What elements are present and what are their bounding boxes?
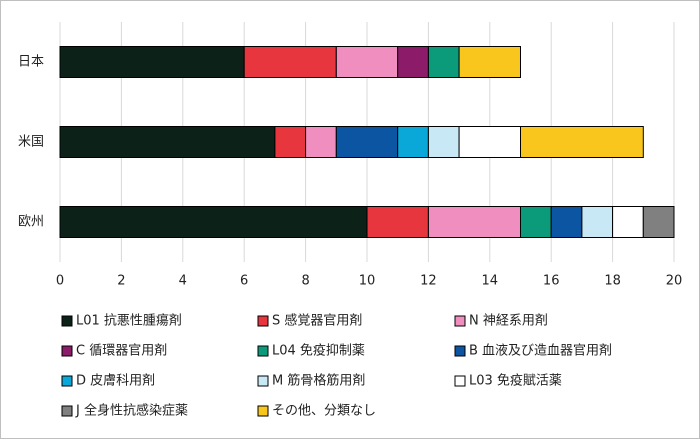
x-tick-label: 2 [117,274,125,289]
bar-segment [427,206,521,238]
bar-segment [520,206,552,238]
bar-segment [274,126,307,158]
legend-swatch [257,405,269,417]
y-tick-label: 欧州 [18,215,44,230]
legend-swatch [61,375,73,387]
bar-segment [59,206,368,238]
bar-segment [642,206,675,238]
x-tick-label: 10 [359,274,376,289]
bar-segment [581,206,614,238]
x-tick-label: 20 [666,274,683,289]
legend-label: L03 免疫賦活薬 [469,373,562,389]
legend-swatch [454,345,466,357]
x-tick-label: 18 [604,274,621,289]
x-tick-label: 4 [179,274,187,289]
legend-label: N 神経系用剤 [469,313,548,329]
x-tick-label: 0 [56,274,64,289]
legend-label: その他、分類なし [272,404,376,419]
x-tick-label: 12 [420,274,437,289]
legend-label: C 循環器官用剤 [76,343,167,359]
bar-segment [243,46,337,78]
legend-swatch [61,315,73,327]
bar-segment [59,46,245,78]
bar-segment [520,126,644,158]
legend-label: S 感覚器官用剤 [272,313,362,329]
legend-swatch [257,375,269,387]
legend-swatch [257,315,269,327]
x-tick-label: 16 [543,274,560,289]
bar-segment [427,46,460,78]
bar-segment [397,126,429,158]
legend-swatch [61,405,73,417]
bar-segment [335,46,399,78]
bar-segment [59,126,276,158]
bar-segment [305,126,337,158]
legend-label: L01 抗悪性腫瘍剤 [76,313,182,329]
legend-label: B 血液及び造血器官用剤 [469,343,612,359]
bar-segment [397,46,429,78]
y-tick-label: 米国 [18,135,44,150]
bar-segment [458,46,522,78]
legend-label: M 筋骨格筋用剤 [272,373,365,389]
bar-segment [612,206,644,238]
legend-label: L04 免疫抑制薬 [272,343,365,359]
legend-swatch [257,345,269,357]
bar-segment [335,126,399,158]
bar-segment [458,126,522,158]
x-tick-label: 8 [301,274,309,289]
y-tick-label: 日本 [18,55,44,70]
legend-label: J 全身性抗感染症薬 [75,403,188,419]
bar-segment [427,126,460,158]
legend-swatch [61,345,73,357]
legend-label: D 皮膚科用剤 [76,373,155,389]
legend-swatch [454,375,466,387]
x-tick-label: 14 [482,274,499,289]
bar-segment [550,206,583,238]
bar-segment [366,206,429,238]
x-tick-label: 6 [240,274,248,289]
legend-swatch [454,315,466,327]
